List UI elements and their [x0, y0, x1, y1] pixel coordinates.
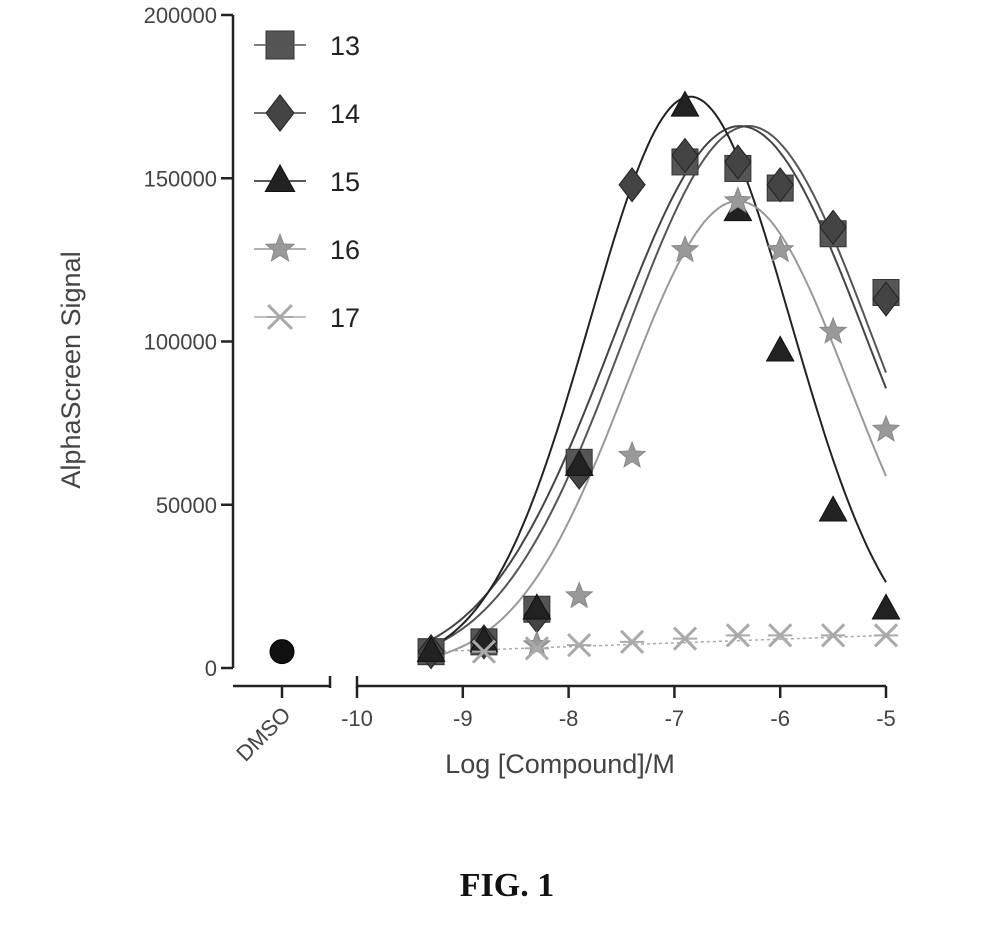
figure-caption: FIG. 1: [460, 867, 554, 904]
data-point-14: [671, 137, 699, 174]
data-point-16: [871, 414, 901, 442]
y-axis-title: AlphaScreen Signal: [56, 251, 86, 488]
x-axis-title: Log [Compound]/M: [445, 749, 675, 779]
data-point-17: [619, 629, 645, 654]
fit-curve-13: [430, 124, 887, 648]
y-tick-label: 200000: [144, 3, 217, 28]
data-point-16: [522, 630, 552, 658]
x-tick-label: -8: [559, 706, 579, 731]
data-point-16: [765, 235, 795, 263]
data-point-15: [871, 593, 901, 620]
legend-label-14: 14: [330, 99, 360, 129]
data-point-17: [820, 623, 846, 648]
data-point-15: [765, 335, 795, 362]
data-point-17: [524, 636, 550, 661]
data-point-17: [471, 639, 497, 664]
data-points: [416, 90, 901, 670]
x-tick-label: -5: [876, 706, 896, 731]
y-tick-label: 0: [205, 656, 217, 681]
data-point-14: [618, 167, 646, 203]
dmso-control: [269, 639, 295, 665]
legend-label-13: 13: [330, 31, 360, 61]
data-point-17: [725, 623, 751, 648]
data-point-15: [522, 593, 552, 620]
x-tick-label: -10: [341, 706, 373, 731]
data-point-17: [768, 623, 793, 648]
data-point-15: [818, 495, 848, 522]
data-point-15: [670, 90, 700, 117]
legend: 13 14 15 16 17: [254, 30, 360, 333]
data-point-16: [670, 235, 700, 263]
y-tick-label: 150000: [144, 166, 217, 191]
data-point-17: [672, 626, 698, 651]
data-point-16: [818, 316, 848, 344]
y-tick-label: 100000: [144, 330, 217, 355]
fit-curve-14: [430, 125, 887, 641]
data-point-14: [766, 167, 794, 203]
dmso-tick-label: DMSO: [231, 702, 295, 766]
data-point-16: [564, 581, 594, 609]
data-point-16: [617, 440, 647, 468]
data-point-14: [819, 209, 847, 245]
legend-marker-16: [264, 232, 296, 263]
data-point-17: [873, 623, 899, 648]
legend-marker-15: [264, 163, 296, 192]
fit-curves: [430, 95, 887, 659]
data-point-17: [567, 633, 592, 658]
x-tick-label: -7: [665, 706, 685, 731]
dmso-point: [269, 639, 295, 665]
data-point-16: [723, 186, 753, 214]
y-axis: 0 50000 100000 150000 200000: [144, 3, 235, 681]
x-tick-label: -9: [453, 706, 473, 731]
fit-curve-15: [430, 95, 887, 649]
legend-label-17: 17: [330, 303, 360, 333]
fit-curve-16: [430, 200, 887, 659]
fit-curve-17: [431, 634, 887, 653]
data-point-14: [724, 144, 752, 180]
data-point-15: [564, 449, 594, 476]
legend-label-15: 15: [330, 167, 360, 197]
data-point-14: [872, 281, 900, 317]
x-tick-label: -6: [770, 706, 790, 731]
legend-label-16: 16: [330, 235, 360, 265]
y-tick-label: 50000: [156, 493, 217, 518]
data-point-15: [416, 635, 446, 662]
